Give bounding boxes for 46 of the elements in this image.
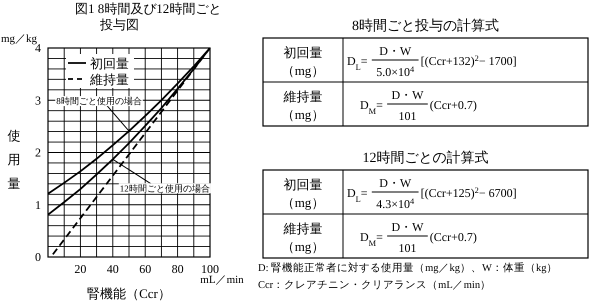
text: （mg） [282, 63, 324, 78]
annotation: 12時間ごと使用の場合 [120, 183, 210, 194]
text: [(Ccr+125)$^{2}$− 6700] [420, 186, 517, 200]
text: D・W [391, 88, 424, 102]
text: 維持量 [282, 89, 322, 104]
text: 5.0×10$^{4}$ [376, 64, 415, 79]
text: 101 [398, 109, 416, 123]
text: Ccr：クレアチニン・クリアランス（mL／min） [258, 279, 492, 291]
x-tick-label: 60 [139, 262, 152, 276]
text: D$_{M}$= [360, 230, 384, 248]
text: mL／min [200, 274, 244, 286]
x-axis-title: 腎機能（Ccr） [87, 286, 171, 301]
text: （mg） [282, 195, 324, 210]
text: 初回量 [284, 45, 322, 60]
y-tick-label: 0 [35, 250, 41, 264]
chart-title: 図1 8時間及び12時間ごと投与図 [75, 1, 222, 32]
x-tick-label: 100 [201, 262, 219, 276]
text: 101 [398, 241, 416, 255]
text: 12時間ごとの計算式 [362, 150, 488, 166]
legend-label: 維持量 [89, 72, 129, 87]
y-tick-label: 2 [35, 146, 41, 160]
text: (Ccr+0.7) [430, 98, 477, 112]
x-tick-label: 80 [172, 262, 184, 276]
text: D: 腎機能正常者に対する使用量（mg／kg）、W：体重（kg） [258, 261, 558, 274]
text: mg／kg [1, 33, 38, 45]
text: (Ccr+0.7) [430, 230, 477, 244]
text: 4.3×10$^{4}$ [376, 196, 415, 211]
annotation: 8時間ごと使用の場合 [56, 96, 142, 106]
text: （mg） [282, 239, 324, 254]
text: 維持量 [282, 221, 322, 236]
text: 8時間ごと投与の計算式 [352, 18, 499, 34]
y-tick-label: 3 [35, 93, 41, 108]
text: [(Ccr+132)$^{2}$− 1700] [420, 54, 517, 68]
text: D$_{L}$= [347, 186, 368, 204]
y-axis-title: 使用量 [8, 128, 20, 191]
text: 初回量 [284, 177, 322, 192]
x-tick-label: 40 [106, 262, 119, 276]
legend-label: 初回量 [90, 56, 129, 71]
text: D・W [379, 44, 412, 58]
y-tick-label: 1 [35, 198, 41, 212]
text: D$_{L}$= [347, 54, 368, 72]
x-tick-label: 20 [74, 262, 86, 276]
text: D$_{M}$= [360, 98, 384, 116]
text: （mg） [282, 107, 324, 122]
text: D・W [391, 220, 424, 234]
text: D・W [379, 176, 412, 190]
